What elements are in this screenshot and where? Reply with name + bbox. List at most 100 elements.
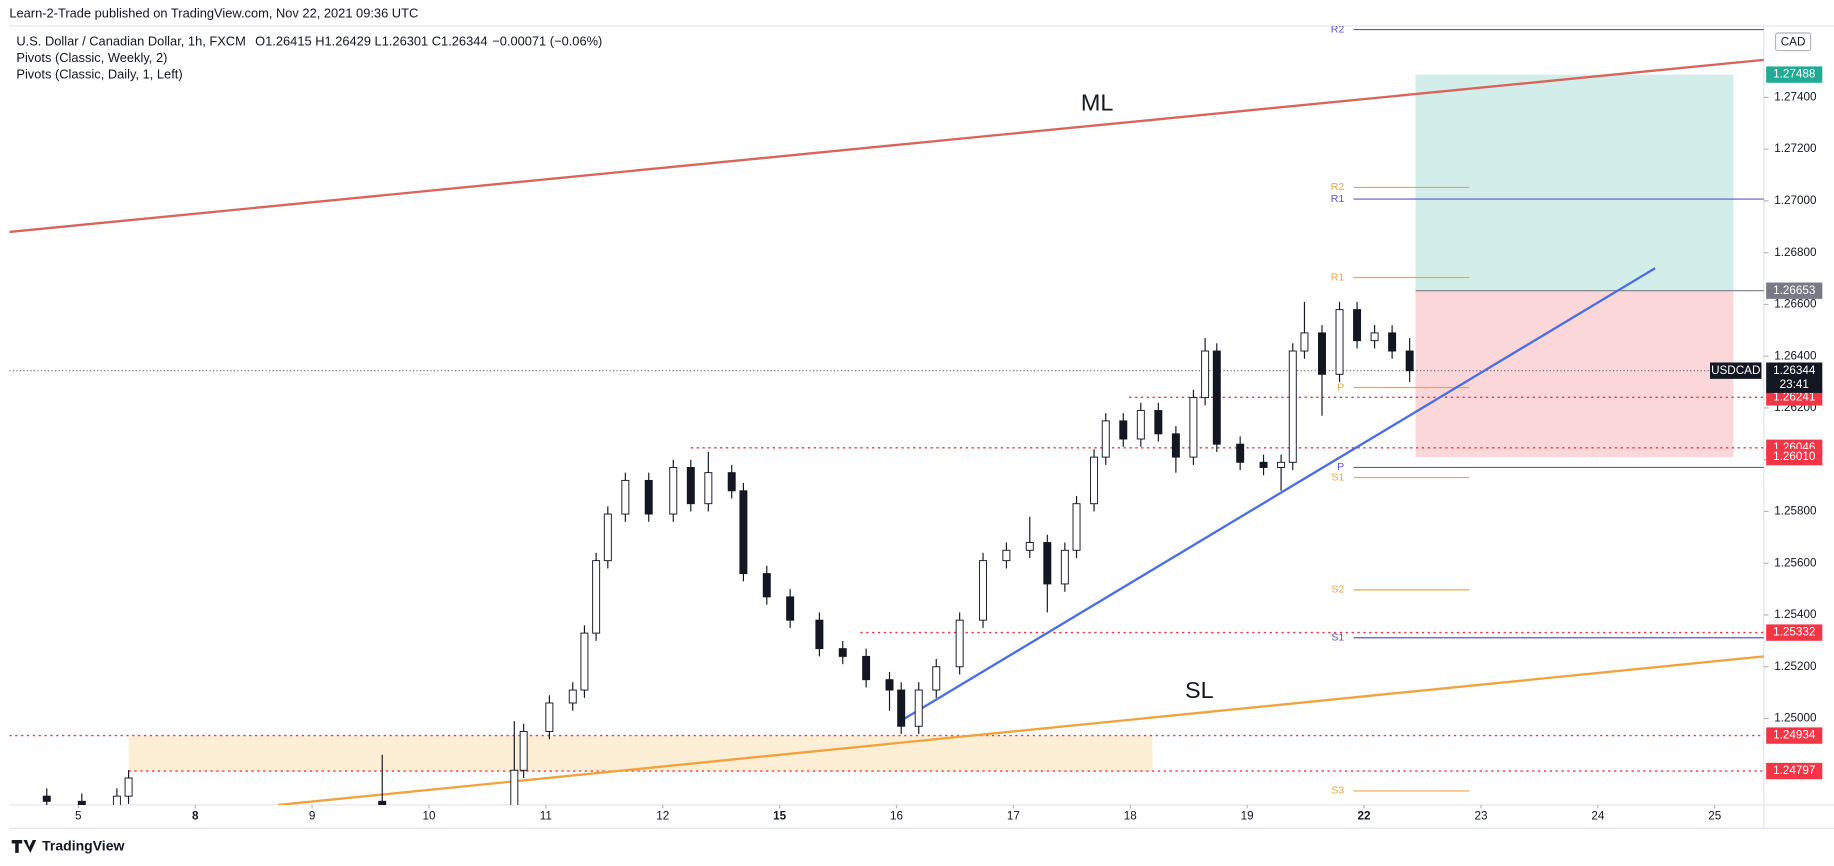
price-label-box [1766,66,1823,83]
trend-line [9,58,1764,234]
candle-body [885,679,894,691]
candle-body [1259,461,1268,468]
candle-body [1002,549,1011,562]
x-tick-label: 16 [890,810,903,823]
candle-body [955,619,964,668]
candle-body [914,689,923,727]
profit-zone [1415,74,1734,291]
candle-body [1370,332,1379,342]
candle-body [1201,350,1210,399]
candle-body [568,689,577,704]
change: −0.00071 (−0.06%) [492,34,602,49]
candle-body [1236,443,1245,463]
zone [128,735,1153,772]
last-price-box [1766,362,1823,393]
last-price-label: 1.26344 [1773,364,1816,377]
price-label: 1.26010 [1773,450,1816,463]
candle-body [1318,332,1326,375]
candle-body [1171,433,1180,458]
y-tick-label: 1.26800 [1774,246,1817,259]
candle-body [1154,410,1163,435]
candle-body [1136,410,1145,440]
x-tick-label: 12 [656,810,669,823]
y-tick-label: 1.27200 [1774,142,1817,155]
pivot-label: R1 [1331,271,1345,283]
chart-title: U.S. Dollar / Canadian Dollar, 1h, FXCM O… [16,34,602,49]
candle-body [1101,420,1110,458]
brand: TradingView [42,838,124,854]
candle-body [932,666,941,691]
trend-line [278,655,1764,805]
x-tick-label: 9 [309,810,316,823]
pivot-label: S1 [1331,471,1344,483]
price-label-box [1766,448,1823,466]
indicator: Pivots (Classic, Weekly, 2) [16,50,167,65]
price-label: 1.27488 [1773,68,1815,81]
candle-body [1025,542,1034,551]
price-label: 1.26653 [1773,284,1815,297]
y-tick-label: 1.25000 [1774,712,1817,725]
candle-body [1388,332,1397,352]
candle-body [704,472,713,505]
x-tick-label: 17 [1007,810,1020,823]
price-label: 1.25332 [1773,626,1815,639]
candle-body [621,479,630,515]
pivot-label: R1 [1331,193,1345,205]
candle-body [1212,350,1221,445]
currency[interactable]: CAD [1781,35,1806,48]
candle-body [1060,549,1069,585]
x-tick-label: 5 [75,810,82,823]
candle-body [815,619,824,650]
trend-line-label: SL [1185,677,1214,703]
candle-body [838,648,847,657]
candle-body [1353,309,1362,342]
candle-body [112,795,121,805]
indicator: Pivots (Classic, Daily, 1, Left) [16,66,182,81]
y-tick-label: 1.27400 [1774,90,1817,103]
pivot-label: R2 [1331,23,1345,35]
candle-body [762,573,771,598]
candle-body [686,467,695,505]
candle-body [644,479,653,515]
candle-body [786,596,795,621]
y-tick-label: 1.27000 [1774,194,1817,207]
candle-body [897,689,906,727]
price-label-box [1766,727,1823,744]
pivot-label: P [1337,461,1344,473]
candle-body [1277,461,1286,468]
pivot-label: R2 [1331,181,1345,193]
x-tick-label: 22 [1358,810,1372,823]
symbol-box [1710,362,1762,379]
countdown: 23:41 [1780,378,1809,391]
x-tick-label: 15 [773,810,787,823]
trend-line-label: ML [1081,89,1113,115]
candle-body [124,777,133,797]
x-tick-label: 25 [1708,810,1722,823]
trend-line [904,267,1656,720]
candle-body [1300,332,1309,352]
y-tick-label: 1.25200 [1774,660,1817,673]
y-tick-label: 1.26400 [1774,349,1817,362]
candle-body [727,472,736,492]
candle-body [1043,542,1052,585]
candle-body [1288,350,1297,463]
candle-body [42,795,51,802]
candle-body [1189,397,1198,458]
x-tick-label: 10 [422,810,436,823]
price-label: 1.24797 [1773,764,1815,777]
price-label: 1.24934 [1773,729,1816,742]
price-label-box [1766,762,1823,780]
candle-body [1090,456,1099,505]
pivot-label: S2 [1331,584,1344,596]
loss-zone [1415,290,1734,458]
candle-body [862,655,871,681]
y-tick-label: 1.25600 [1774,556,1817,569]
price-label-box [1766,624,1823,641]
currency-box[interactable] [1774,32,1812,52]
price-label-box [1766,282,1823,299]
candle-body [1405,350,1414,372]
y-tick-label: 1.25800 [1774,505,1817,518]
candle-body [580,632,589,691]
candle-body [77,800,86,805]
